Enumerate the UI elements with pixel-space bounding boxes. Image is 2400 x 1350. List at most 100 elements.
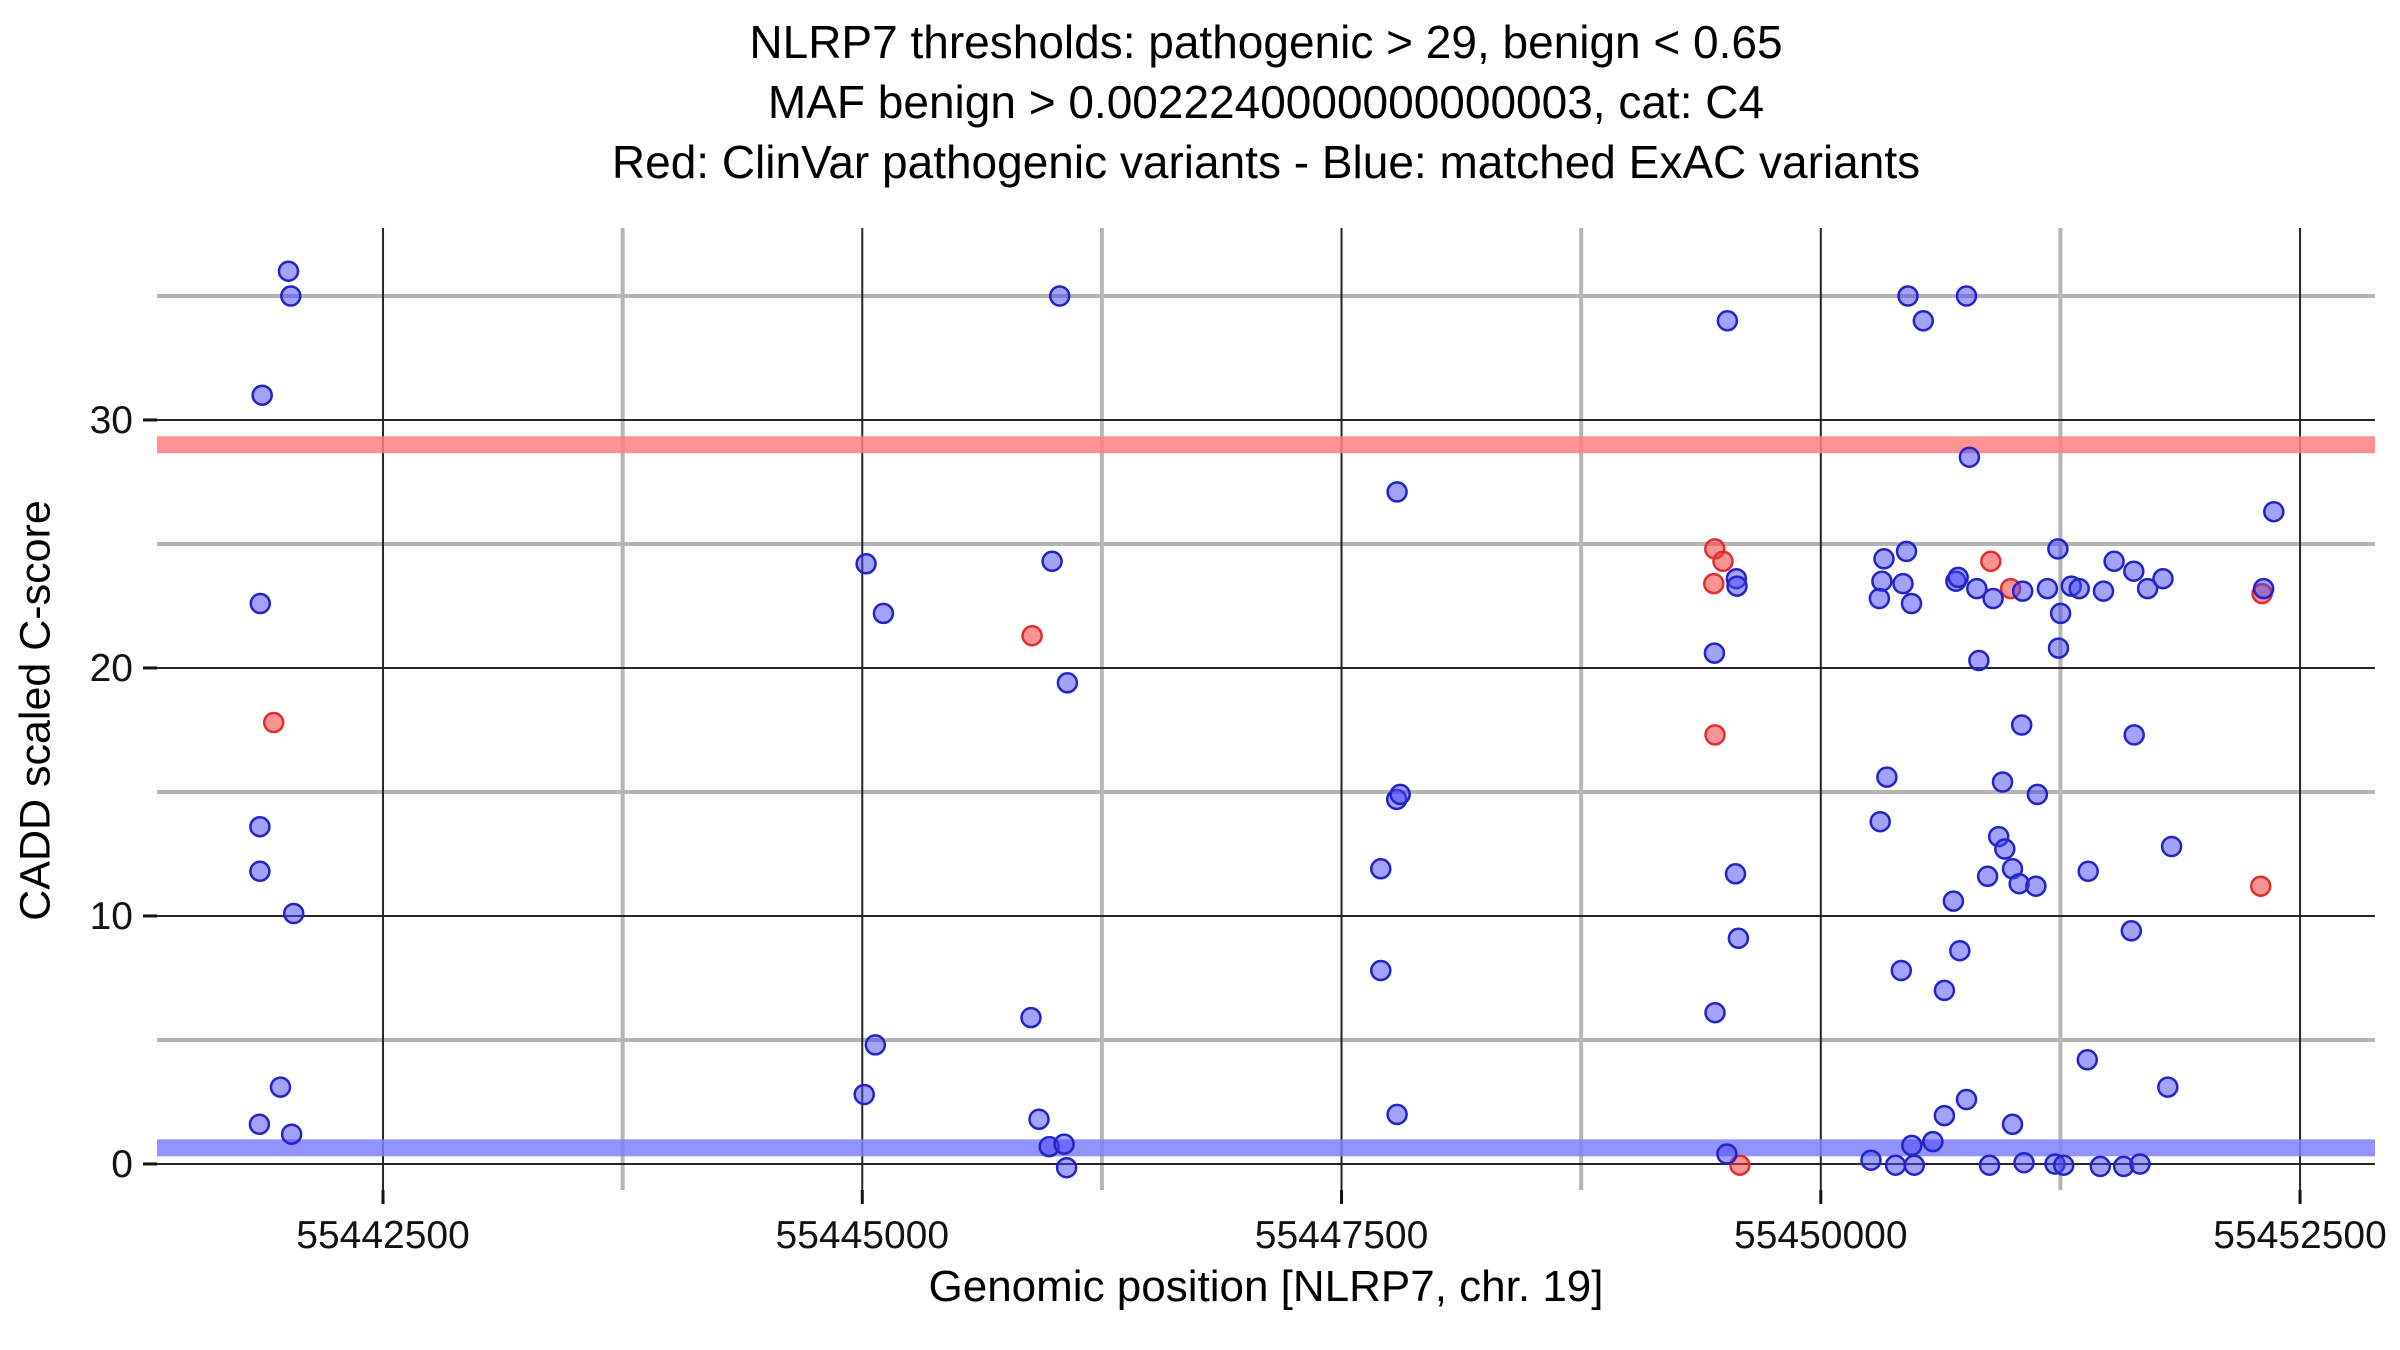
exac-data-point <box>1055 1156 1078 1179</box>
exac-data-point <box>2103 550 2125 573</box>
exac-data-point <box>1724 863 1747 885</box>
exac-data-point <box>1892 572 1914 595</box>
exac-data-point <box>1968 649 1990 672</box>
exac-data-point <box>1949 939 1971 962</box>
exac-data-point <box>1389 783 1411 806</box>
exac-data-point <box>2047 637 2070 659</box>
exac-data-point <box>2092 580 2115 602</box>
x-tick-label: 55442500 <box>296 1214 470 1257</box>
chart-title: NLRP7 thresholds: pathogenic > 29, benig… <box>157 12 2375 192</box>
pathogenic-data-point <box>1704 724 1726 746</box>
exac-data-point <box>251 384 273 406</box>
exac-data-point <box>1871 570 1893 592</box>
exac-data-point <box>249 815 271 838</box>
exac-data-point <box>1966 577 1988 600</box>
exac-data-point <box>1958 446 1981 468</box>
exac-data-point <box>872 602 895 625</box>
pathogenic-data-point <box>262 711 285 734</box>
exac-data-point <box>2010 714 2033 736</box>
exac-data-point <box>269 1076 292 1098</box>
y-tick-label: 30 <box>90 399 133 442</box>
exac-data-point <box>282 902 305 925</box>
exac-data-point <box>2011 580 2034 602</box>
pathogenic-threshold-band <box>157 436 2375 454</box>
exac-data-point <box>1028 1108 1050 1131</box>
chart-title-line3: Red: ClinVar pathogenic variants - Blue:… <box>611 136 1921 188</box>
exac-data-point <box>1982 587 2004 610</box>
exac-data-point <box>2263 500 2285 523</box>
pathogenic-data-point <box>2249 875 2272 897</box>
exac-data-point <box>1901 1134 1923 1157</box>
exac-data-point <box>1912 310 1935 332</box>
exac-data-point <box>1704 1001 1726 1024</box>
exac-data-point <box>2160 835 2183 858</box>
exac-data-point <box>1900 592 1923 615</box>
exac-data-point <box>1876 766 1898 788</box>
exac-data-point <box>1903 1154 1926 1176</box>
exac-data-point <box>248 1113 271 1136</box>
exac-data-point <box>1884 1154 1907 1176</box>
pathogenic-data-point <box>1021 624 1043 647</box>
exac-data-point <box>2152 567 2174 590</box>
x-tick-label: 55445000 <box>776 1214 950 1257</box>
exac-data-point <box>2077 860 2099 883</box>
exac-data-point <box>280 1123 303 1145</box>
exac-data-point <box>1976 865 1999 888</box>
exac-data-point <box>1994 838 2016 860</box>
exac-data-point <box>1386 481 1408 503</box>
exac-data-point <box>1727 927 1750 950</box>
exac-data-point <box>2047 538 2069 560</box>
exac-data-point <box>1056 672 1079 694</box>
chart-title-line1: NLRP7 thresholds: pathogenic > 29, benig… <box>749 16 1783 68</box>
x-tick-label: 55452500 <box>2213 1214 2387 1257</box>
exac-data-point <box>2013 1151 2035 1174</box>
exac-data-point <box>1048 285 1071 307</box>
exac-data-point <box>2252 577 2275 600</box>
exac-data-point <box>1897 285 1919 307</box>
exac-data-point <box>855 553 877 575</box>
exac-data-point <box>1020 1006 1042 1029</box>
exac-data-point <box>2129 1153 2151 1175</box>
exac-data-point <box>1922 1130 1944 1153</box>
exac-data-point <box>249 860 271 883</box>
y-axis-title: CADD scaled C-score <box>11 500 60 921</box>
exac-data-point <box>1386 1103 1408 1126</box>
exac-data-point <box>1895 540 1918 563</box>
exac-data-point <box>864 1034 887 1056</box>
exac-data-point <box>1933 979 1956 1002</box>
exac-data-point <box>1041 550 1063 573</box>
exac-data-point <box>2025 875 2047 897</box>
pathogenic-data-point <box>1712 550 1734 573</box>
exac-data-point <box>2001 1113 2024 1136</box>
exac-data-point <box>1860 1149 1882 1171</box>
exac-data-point <box>1869 810 1891 833</box>
exac-data-point <box>2120 920 2143 942</box>
exac-data-point <box>2049 602 2072 625</box>
exac-data-point <box>1716 1143 1738 1165</box>
exac-data-point <box>2136 577 2159 600</box>
exac-data-point <box>2068 577 2090 600</box>
exac-data-point <box>2123 724 2145 746</box>
exac-data-point <box>1726 575 1748 597</box>
exac-data-point <box>249 592 272 615</box>
exac-data-point <box>2123 560 2145 582</box>
x-tick-label: 55447500 <box>1255 1214 1429 1257</box>
exac-data-point <box>1890 959 1913 982</box>
y-tick-label: 10 <box>90 895 133 938</box>
exac-data-point <box>1868 587 1891 610</box>
exac-data-point <box>1053 1133 1075 1155</box>
benign-threshold-band <box>157 1139 2375 1157</box>
exac-data-point <box>1947 566 1969 589</box>
exac-data-point <box>1942 890 1965 912</box>
exac-data-point <box>1370 858 1392 880</box>
exac-data-point <box>1716 310 1739 332</box>
exac-data-point <box>2157 1076 2179 1098</box>
exac-data-point <box>2036 577 2059 600</box>
exac-data-point <box>2026 783 2049 806</box>
exac-data-point <box>1873 548 1895 570</box>
exac-data-point <box>280 285 302 307</box>
pathogenic-data-point <box>1980 550 2002 573</box>
exac-data-point <box>1991 771 2014 793</box>
y-tick-label: 20 <box>90 647 133 690</box>
